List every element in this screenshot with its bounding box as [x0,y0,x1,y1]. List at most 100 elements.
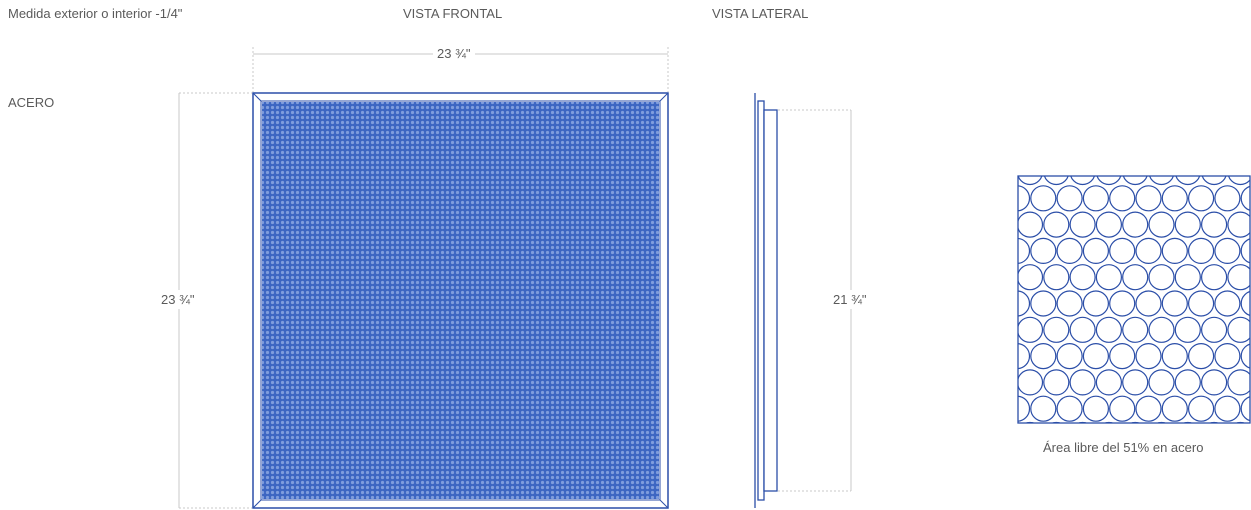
perforation-hole [1201,176,1227,186]
perforation-hole [978,344,1003,369]
front-panel [252,92,669,509]
perforation-hole [1069,211,1096,238]
perforation-hole [1174,211,1201,238]
perforation-hole [1122,211,1149,238]
front-height-label: 23 ¾" [158,290,198,309]
perforation-hole [1030,185,1057,212]
perforation-hole [1018,264,1044,291]
perforation-hole [1043,176,1069,186]
side-panel [754,93,778,508]
perforation-hole [1056,395,1083,422]
perforation-hole [1148,369,1175,396]
front-width-label: 23 ¾" [433,46,475,61]
perforation-hole [1187,343,1215,370]
perforation-hole [1227,211,1250,238]
perforation-hole [1018,369,1044,396]
perforation-hole [978,133,1003,158]
perforation-hole [1200,316,1228,343]
perforation-hole [1149,176,1174,186]
perforation-hole [1018,343,1031,370]
perforation-hole [991,317,1016,342]
perforation-hole [1187,395,1215,422]
perforation-hole [1208,421,1220,423]
perforation-hole [1095,369,1123,396]
perforation-hole [1174,316,1201,343]
perforation-hole [1096,176,1122,186]
perforation-hole [991,160,1016,185]
perforation-hole [991,212,1016,237]
perforation-hole [1148,211,1175,238]
perforation-hole [1018,176,1043,186]
perforation-hole [978,396,1003,421]
perforation-hole [1018,237,1031,264]
perforation-hole [1240,238,1250,264]
perforation-hole [1082,290,1110,317]
perforation-hole [1082,237,1110,264]
perforation-hole [1043,264,1070,291]
perforation-hole [1109,395,1136,422]
perforation-hole [991,423,1016,448]
perforation-hole [1095,211,1123,238]
perforation-hole [1122,176,1148,186]
perforation-hole [1136,133,1161,158]
perforation-hole [1082,343,1110,370]
perforation-hole [1187,185,1215,212]
perforation-hole [1030,343,1057,370]
perforation-hole [1082,185,1110,212]
perforation-hole [1069,264,1096,291]
perforation-hole [1018,185,1031,212]
perforation-hole [1135,290,1162,317]
perforation-hole [1227,264,1250,291]
perforation-hole [1240,343,1250,369]
perforation-hole [1056,343,1083,370]
perforation-hole [978,238,1003,263]
perforation-hole [1030,395,1057,422]
perforation-hole [1018,211,1044,238]
perforation-hole [1214,290,1241,317]
perforation-hole [1069,369,1096,396]
perforation-hole [1161,395,1188,422]
perforation-hole [1227,369,1250,396]
perforation-hole [1235,421,1246,423]
perforation-hole [1082,395,1110,422]
perforation-hole [1200,264,1228,291]
perforation-hole [1056,290,1083,317]
perforation-hole [1161,237,1188,264]
perforation-hole [1161,343,1188,370]
perforation-hole [1162,133,1187,158]
perforation-hole [1227,316,1250,343]
perforated-face [262,102,659,499]
perforation-hole [1148,316,1175,343]
perforation-hole [1005,133,1030,158]
perforation-hole [1069,316,1096,343]
side-view-title: VISTA LATERAL [712,6,809,21]
perforation-hole [1240,396,1250,422]
perforation-hole [1031,133,1056,158]
perforation-hole [1109,237,1136,264]
perforation-hole [1122,316,1149,343]
perforation-hole [1043,211,1070,238]
measurement-note: Medida exterior o interior -1/4" [8,6,183,21]
perforation-hole [1240,185,1250,211]
perforation-hole [991,265,1016,290]
perforation-hole [978,186,1003,211]
perforation-hole [1109,290,1136,317]
perforation-hole [1227,176,1250,186]
perforation-hole [1200,211,1228,238]
perforation-hole [1214,395,1241,422]
perforation-hole [1056,185,1083,212]
perforation-hole [1148,264,1175,291]
perforation-hole [1135,343,1162,370]
perforation-hole [1135,395,1162,422]
perforation-hole [1215,133,1240,158]
perforation-hole [1018,395,1031,422]
perforation-hole [1240,290,1250,317]
front-view-title: VISTA FRONTAL [403,6,503,21]
perforation-hole [1161,290,1188,317]
perforation-hole [1095,316,1123,343]
perforation-hole [1122,264,1149,291]
perforation-hole [1174,264,1201,291]
perforation-hole [1109,343,1136,370]
perforation-hole [1187,290,1215,317]
perforation-hole [1030,290,1057,317]
